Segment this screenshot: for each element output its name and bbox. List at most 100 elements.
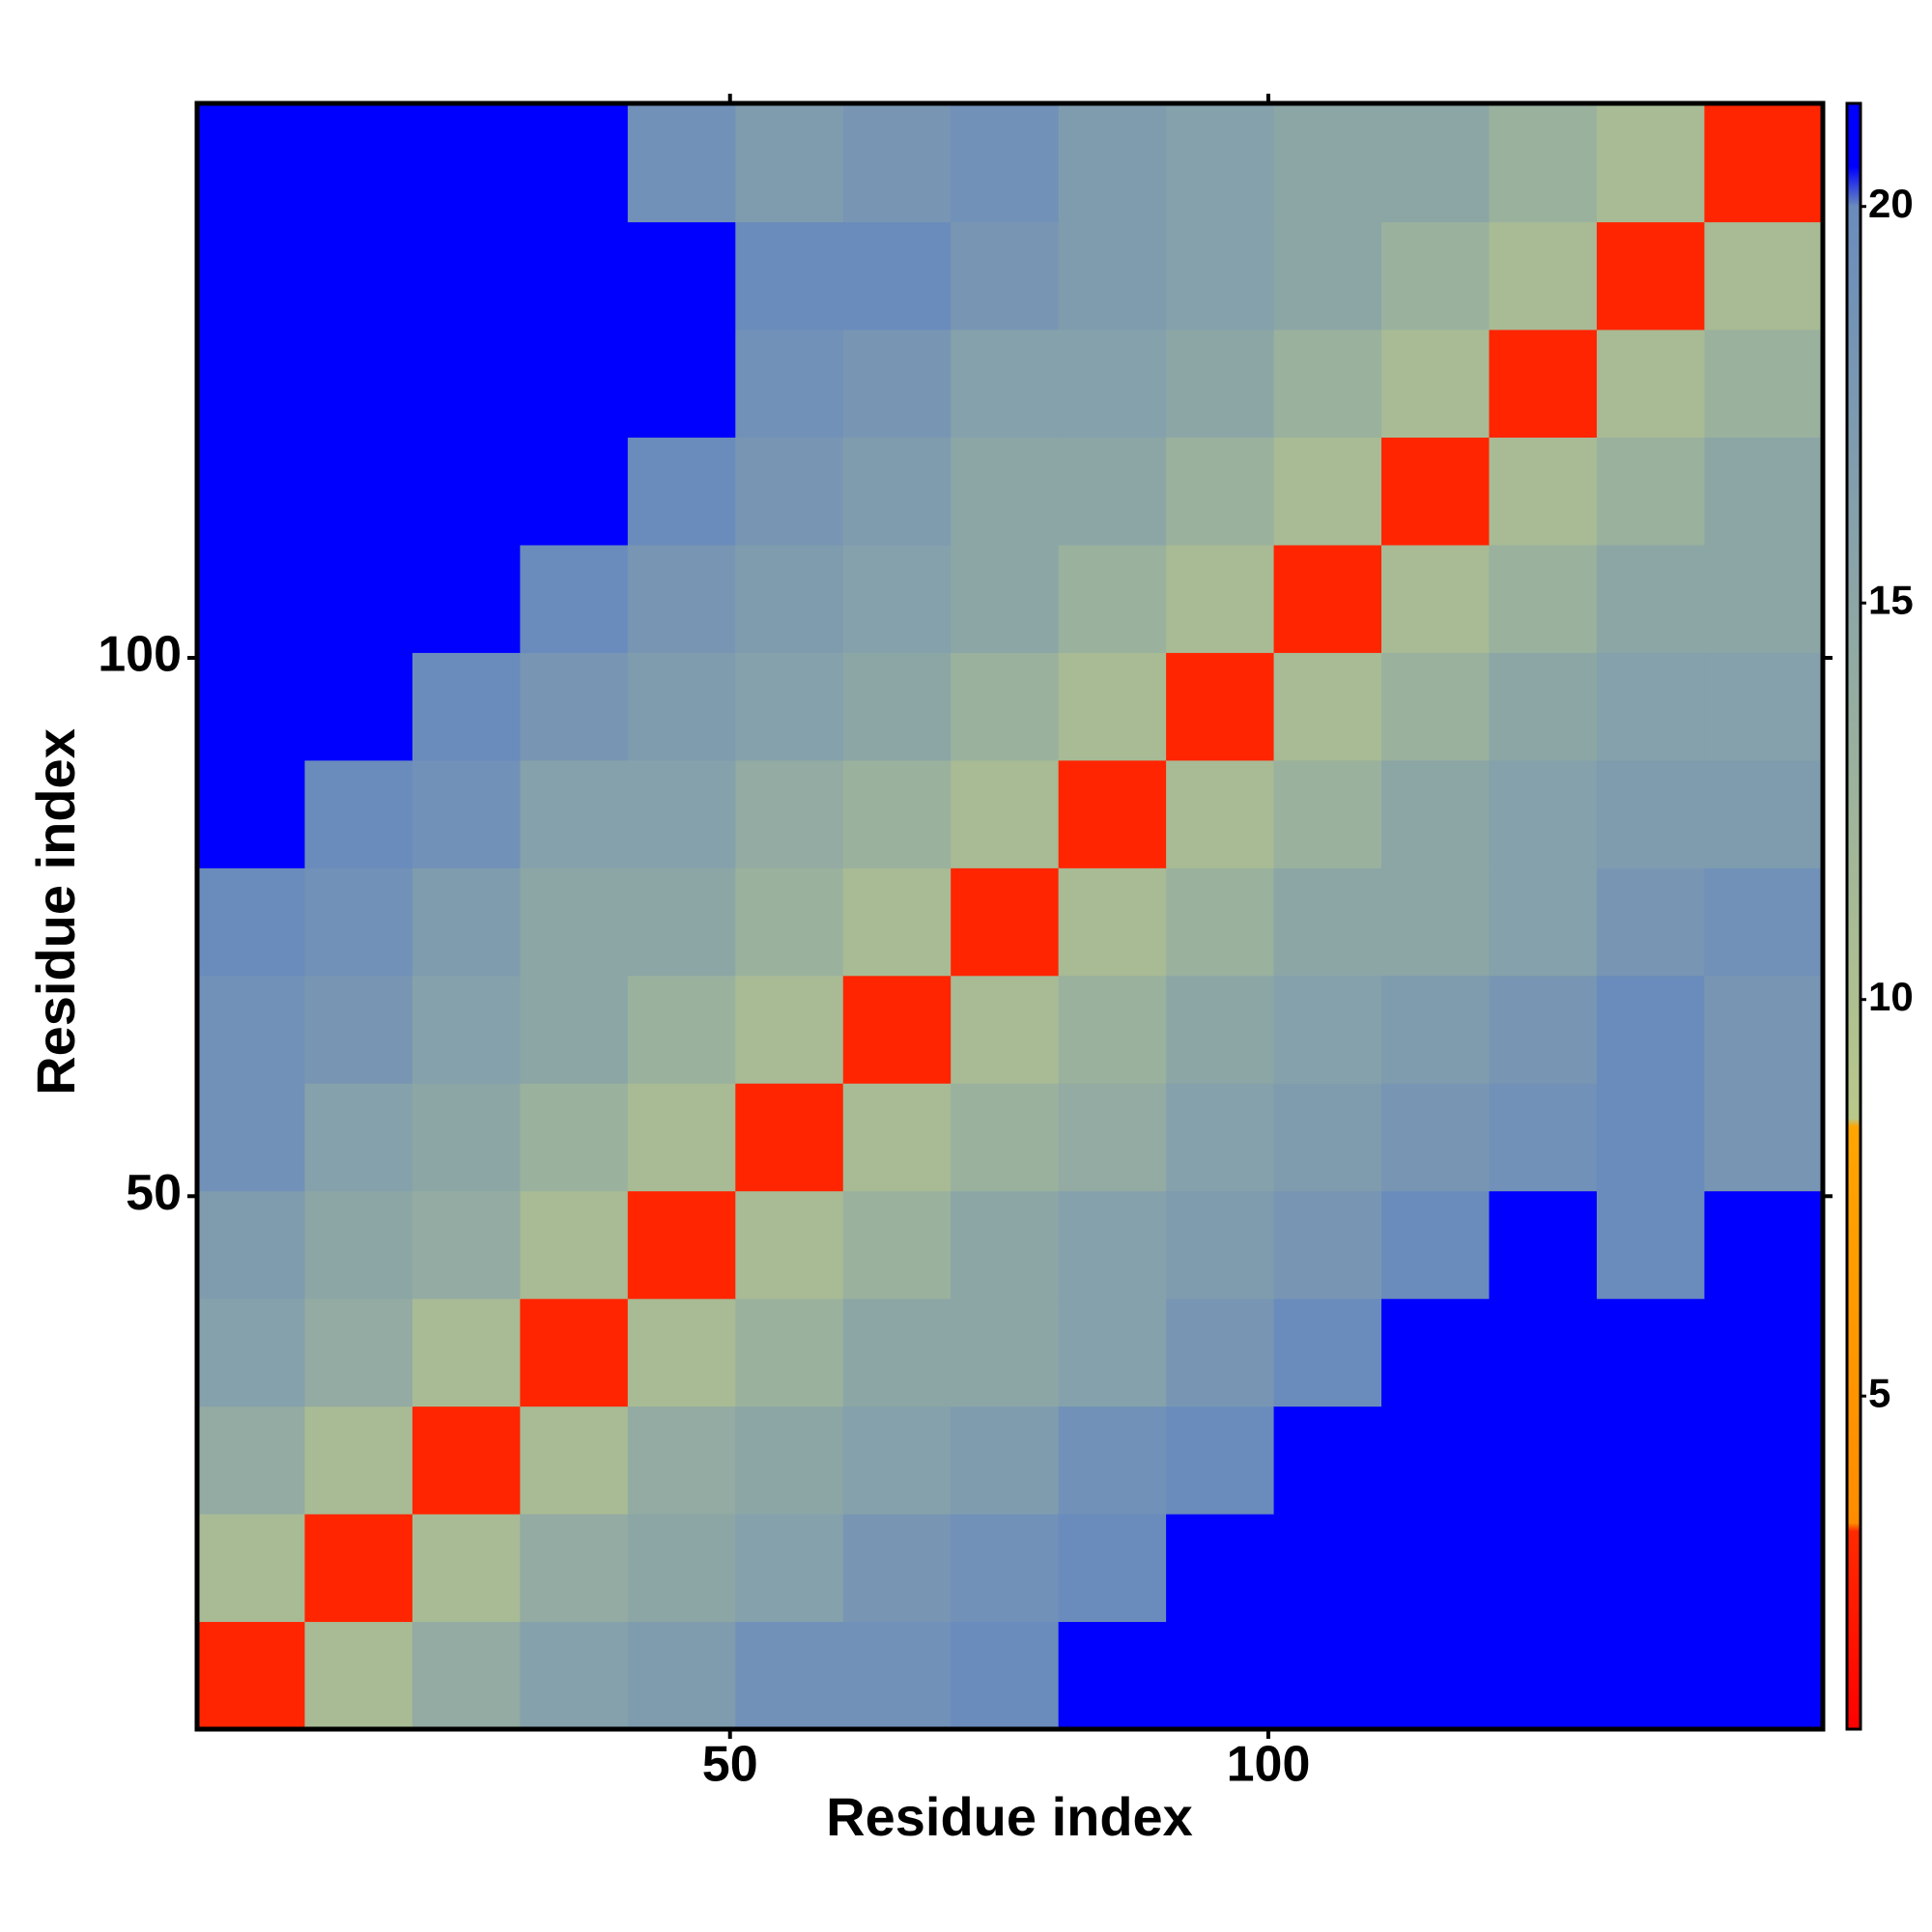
heatmap-cell	[842, 221, 952, 330]
heatmap-cell	[842, 1190, 952, 1299]
heatmap-cell	[412, 1514, 521, 1623]
heatmap-cell	[735, 867, 844, 977]
heatmap-cell	[1381, 975, 1490, 1084]
heatmap-cell	[197, 437, 305, 546]
heatmap-cell	[520, 1083, 629, 1192]
heatmap-cell	[1704, 652, 1824, 761]
heatmap-cell	[520, 1190, 629, 1299]
heatmap-cell	[1381, 1083, 1490, 1192]
heatmap-cell	[197, 652, 305, 761]
heatmap-cell	[951, 544, 1060, 653]
heatmap-cell	[1704, 1083, 1824, 1192]
heatmap-cell	[627, 759, 736, 868]
colorbar-tick-label: 20	[1868, 181, 1914, 226]
heatmap-cell	[197, 1406, 305, 1515]
heatmap-cell	[1381, 544, 1490, 653]
heatmap-cell	[1596, 1514, 1705, 1623]
heatmap-cell	[412, 1083, 521, 1192]
heatmap-cell	[627, 437, 736, 546]
heatmap-cell	[520, 221, 629, 330]
heatmap-cell	[951, 975, 1060, 1084]
heatmap-cell	[1596, 544, 1705, 653]
heatmap-cell	[520, 103, 629, 223]
heatmap-cell	[412, 1406, 521, 1515]
heatmap-cell	[1489, 437, 1598, 546]
heatmap-cell	[951, 103, 1060, 223]
heatmap-cell	[1596, 1190, 1705, 1299]
heatmap-cell	[1596, 975, 1705, 1084]
heatmap-cell	[1704, 1298, 1824, 1407]
heatmap-cell	[627, 221, 736, 330]
heatmap-cell	[197, 1514, 305, 1623]
heatmap-cell	[1273, 1406, 1382, 1515]
heatmap-cell	[1381, 221, 1490, 330]
heatmap-cell	[1489, 329, 1598, 439]
heatmap-cell	[1058, 867, 1167, 977]
heatmap-cell	[1704, 329, 1824, 439]
heatmap-cell	[412, 221, 521, 330]
heatmap-cell	[1489, 1621, 1598, 1730]
heatmap-cell	[1381, 1298, 1490, 1407]
heatmap-cell	[1273, 221, 1382, 330]
heatmap-cell	[1058, 1514, 1167, 1623]
heatmap-cell	[1166, 437, 1275, 546]
heatmap-cell	[735, 652, 844, 761]
heatmap-cell	[735, 544, 844, 653]
heatmap-cell	[520, 759, 629, 868]
colorbar-segment	[1847, 103, 1861, 168]
heatmap-cell	[197, 1298, 305, 1407]
heatmap-cell	[412, 437, 521, 546]
heatmap-cell	[520, 975, 629, 1084]
heatmap-cell	[1381, 1406, 1490, 1515]
colorbar-segment	[1847, 1522, 1861, 1532]
heatmap-cell	[412, 867, 521, 977]
heatmap-cell	[1381, 1621, 1490, 1730]
heatmap-cell	[1166, 975, 1275, 1084]
heatmap-cell	[842, 759, 952, 868]
heatmap-cell	[1489, 1514, 1598, 1623]
heatmap-cell	[1381, 329, 1490, 439]
heatmap-cell	[1273, 975, 1382, 1084]
colorbar-segment	[1847, 1118, 1861, 1127]
heatmap-cell	[304, 1406, 413, 1515]
heatmap-cell	[627, 103, 736, 223]
heatmap-cell	[412, 1190, 521, 1299]
heatmap-cell	[627, 652, 736, 761]
heatmap-cell	[1489, 544, 1598, 653]
heatmap-cell	[412, 544, 521, 653]
x-tick-label: 100	[1227, 1737, 1311, 1793]
heatmap-cell	[735, 759, 844, 868]
heatmap-cell	[735, 1406, 844, 1515]
colorbar-segment	[1847, 1126, 1861, 1524]
heatmap-cell	[197, 221, 305, 330]
heatmap-cell	[1058, 1083, 1167, 1192]
heatmap-cell	[197, 103, 305, 223]
heatmap-cell	[304, 1514, 413, 1623]
heatmap-cell	[735, 221, 844, 330]
heatmap-cell	[1489, 1190, 1598, 1299]
plot-frame	[194, 100, 1826, 1732]
heatmap-cell	[1489, 652, 1598, 761]
heatmap-cell	[1596, 867, 1705, 977]
heatmap-cell	[304, 1190, 413, 1299]
heatmap-cell	[1166, 1083, 1275, 1192]
heatmap-cell	[1273, 652, 1382, 761]
heatmap-cell	[520, 867, 629, 977]
heatmap-cell	[304, 544, 413, 653]
heatmap-cell	[412, 975, 521, 1084]
heatmap-cell	[627, 867, 736, 977]
heatmap-cell	[951, 1083, 1060, 1192]
heatmap-cell	[304, 759, 413, 868]
heatmap-cell	[1704, 103, 1824, 223]
heatmap-cell	[197, 544, 305, 653]
heatmap-cell	[197, 329, 305, 439]
heatmap-cell	[1489, 1083, 1598, 1192]
heatmap-cell	[197, 759, 305, 868]
heatmap-cell	[1058, 544, 1167, 653]
heatmap-cell	[627, 1083, 736, 1192]
heatmap-cell	[1596, 652, 1705, 761]
heatmap-cell	[197, 1083, 305, 1192]
heatmap-cell	[1704, 544, 1824, 653]
heatmap-cell	[304, 437, 413, 546]
heatmap-cell	[627, 329, 736, 439]
